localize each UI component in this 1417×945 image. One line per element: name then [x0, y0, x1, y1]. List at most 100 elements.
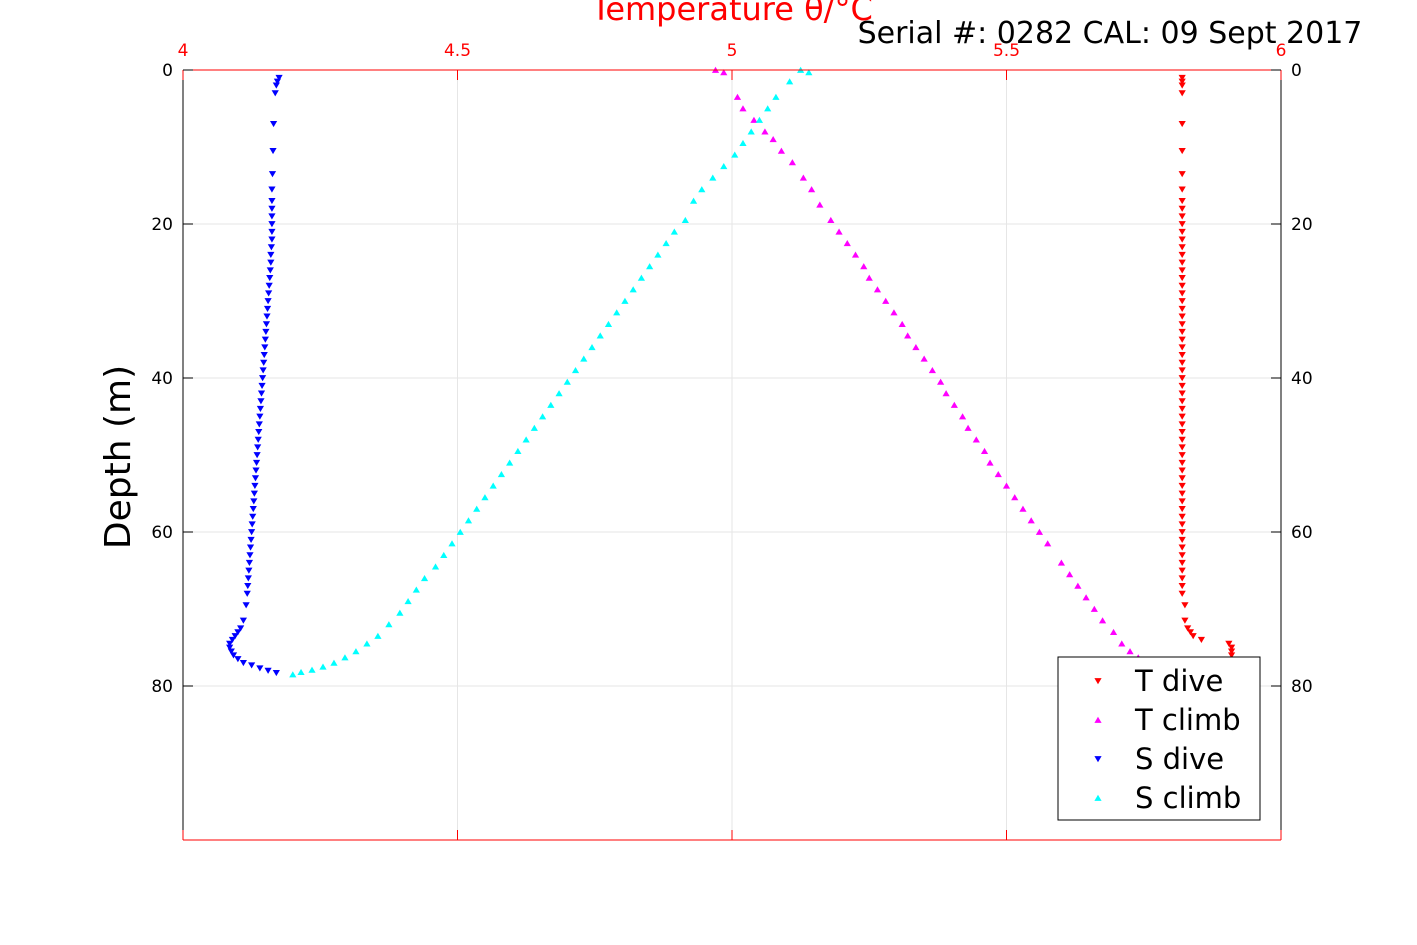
t-dive-point [1178, 521, 1186, 528]
s-climb-point [555, 390, 563, 397]
t-climb-point [950, 401, 958, 408]
s-dive-point [255, 429, 263, 436]
t-dive-point [1178, 398, 1186, 405]
s-climb-point [547, 401, 555, 408]
s-dive-point [228, 636, 237, 644]
t-climb-point [808, 186, 816, 193]
t-climb-point [1109, 628, 1118, 635]
s-dive-point [261, 336, 269, 343]
t-dive-point [1178, 583, 1186, 590]
t-climb-point [788, 159, 796, 166]
s-dive-point [259, 367, 267, 374]
t-dive-point [1178, 205, 1186, 212]
t-dive-point [1178, 344, 1186, 351]
t-climb-point [1035, 528, 1044, 535]
s-dive-point [271, 90, 279, 97]
data-markers [226, 66, 1236, 682]
s-dive-point [248, 521, 256, 528]
t-dive-point [1181, 617, 1189, 624]
t-dive-point [1178, 529, 1186, 536]
t-dive-point [1178, 336, 1186, 343]
t-climb-point [898, 320, 906, 327]
x-tick-label: 4 [178, 41, 189, 61]
t-dive-point [1178, 513, 1186, 520]
s-dive-point [269, 121, 278, 128]
s-dive-point [272, 82, 280, 89]
y-tick-label-right: 0 [1291, 61, 1302, 81]
s-dive-point [227, 648, 235, 655]
t-dive-point [1178, 305, 1186, 312]
t-dive-point [1178, 467, 1186, 474]
s-climb-point [709, 174, 717, 181]
s-climb-point [431, 563, 440, 570]
t-dive-point [1178, 298, 1186, 305]
s-climb-point [489, 482, 497, 489]
t-climb-point [769, 136, 777, 143]
s-dive-point [267, 244, 275, 251]
s-dive-point [254, 436, 262, 443]
t-dive-point [1178, 213, 1186, 220]
x-tick-label: 5.5 [993, 41, 1020, 61]
s-dive-point [229, 652, 238, 659]
t-dive-point [1178, 259, 1186, 266]
s-dive-point [248, 529, 256, 536]
s-dive-point [260, 352, 268, 359]
y-tick-label-right: 80 [1291, 677, 1313, 697]
s-climb-point [385, 621, 393, 628]
legend-label-t-climb: T climb [1134, 703, 1241, 737]
t-climb-point [928, 367, 936, 374]
s-dive-point [244, 575, 252, 582]
s-climb-point [404, 598, 412, 605]
s-climb-point [596, 332, 604, 339]
s-dive-point [257, 398, 265, 405]
t-dive-point [1178, 382, 1186, 389]
t-climb-point [958, 413, 967, 420]
s-climb-point [654, 251, 662, 258]
t-climb-point [1090, 605, 1098, 612]
s-climb-point [755, 116, 764, 123]
s-climb-point [308, 666, 316, 673]
s-dive-point [264, 298, 272, 305]
s-climb-point [289, 671, 297, 678]
t-climb-point [986, 459, 994, 466]
s-climb-point [588, 343, 596, 351]
s-dive-point [267, 251, 275, 259]
t-climb-point [851, 251, 860, 258]
x-tick-label: 4.5 [444, 41, 471, 61]
s-dive-point [250, 490, 258, 497]
t-climb-point [890, 309, 898, 316]
s-dive-point [263, 305, 272, 312]
t-climb-point [865, 274, 873, 281]
t-dive-point [1178, 405, 1186, 413]
s-climb-point [374, 632, 382, 639]
t-climb-point [739, 105, 747, 112]
s-climb-point [805, 69, 813, 76]
s-dive-point [269, 147, 277, 155]
s-climb-point [613, 309, 621, 316]
y-tick-label-left: 0 [162, 61, 173, 81]
t-dive-point [1178, 228, 1186, 235]
t-climb-point [799, 174, 807, 181]
t-dive-point [1178, 78, 1186, 85]
t-climb-point [937, 378, 945, 385]
s-dive-point [245, 559, 254, 567]
t-dive-point [1178, 82, 1186, 89]
t-dive-point [1178, 567, 1186, 574]
s-dive-point [253, 452, 261, 459]
t-dive-point [1178, 282, 1186, 289]
s-climb-point [352, 648, 360, 655]
legend-label-s-dive: S dive [1135, 742, 1224, 776]
s-climb-point [420, 574, 429, 582]
s-dive-point [226, 640, 234, 647]
t-climb-point [942, 390, 950, 397]
s-climb-point [396, 609, 404, 616]
t-dive-point [1181, 602, 1189, 609]
legend-marker-t-dive [1094, 678, 1102, 685]
s-climb-point [604, 320, 613, 327]
t-dive-point [1178, 559, 1186, 567]
t-dive-point [1178, 390, 1186, 397]
t-dive-point [1178, 236, 1186, 243]
y-tick-label-left: 40 [151, 369, 173, 389]
